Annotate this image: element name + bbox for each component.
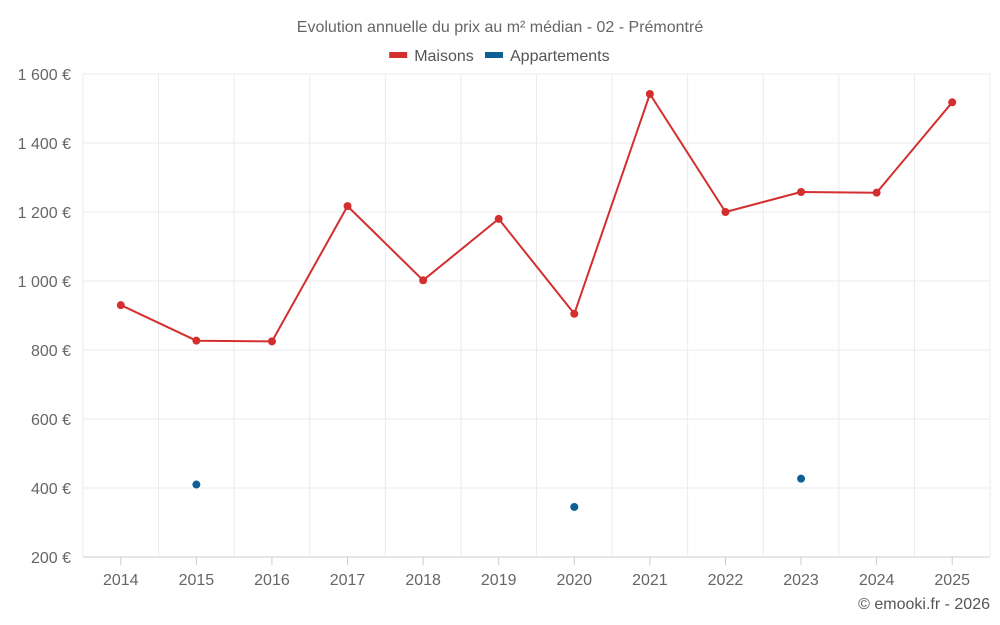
- data-point[interactable]: [494, 214, 503, 223]
- x-tick-label: 2015: [179, 572, 215, 589]
- y-tick-label: 1 200 €: [18, 205, 71, 222]
- x-tick-label: 2018: [405, 572, 441, 589]
- credit-text: © emooki.fr - 2026: [858, 596, 990, 613]
- x-tick-label: 2020: [556, 572, 592, 589]
- legend-swatch: [485, 52, 503, 58]
- data-point[interactable]: [343, 202, 352, 211]
- y-tick-label: 1 400 €: [18, 136, 71, 153]
- x-tick-label: 2021: [632, 572, 668, 589]
- x-axis: 2014 2015 2016 2017 2018 2019 2020 2021 2022 2023…: [103, 557, 970, 589]
- x-tick-label: 2014: [103, 572, 139, 589]
- legend: Maisons Appartements: [389, 48, 610, 65]
- y-axis: 200 € 400 € 600 € 800 € 1 000 € 1 200 € 1 400 …: [18, 67, 71, 567]
- data-point[interactable]: [192, 336, 201, 345]
- data-point[interactable]: [192, 480, 201, 489]
- y-tick-label: 1 000 €: [18, 274, 71, 291]
- data-point[interactable]: [419, 276, 428, 285]
- x-tick-label: 2025: [934, 572, 970, 589]
- x-tick-label: 2017: [330, 572, 366, 589]
- legend-item-appartements[interactable]: Appartements: [485, 48, 610, 65]
- data-point[interactable]: [116, 301, 125, 310]
- x-tick-label: 2022: [708, 572, 744, 589]
- data-point[interactable]: [797, 187, 806, 196]
- data-point[interactable]: [645, 90, 654, 99]
- data-point[interactable]: [721, 208, 730, 216]
- y-tick-label: 400 €: [31, 481, 71, 498]
- data-point[interactable]: [948, 98, 957, 107]
- legend-swatch: [389, 52, 408, 58]
- legend-label: Maisons: [414, 48, 474, 65]
- y-tick-label: 800 €: [31, 343, 71, 360]
- data-point[interactable]: [267, 337, 276, 346]
- legend-item-maisons[interactable]: Maisons: [389, 48, 474, 65]
- series-maisons: [116, 90, 957, 346]
- legend-label: Appartements: [510, 48, 610, 65]
- chart-title: Evolution annuelle du prix au m² médian …: [297, 19, 704, 36]
- data-point[interactable]: [797, 474, 806, 483]
- series-line: [120, 93, 953, 343]
- data-point[interactable]: [872, 188, 881, 197]
- data-point[interactable]: [570, 309, 579, 318]
- y-tick-label: 600 €: [31, 412, 71, 429]
- x-tick-label: 2019: [481, 572, 517, 589]
- data-point[interactable]: [570, 502, 579, 511]
- gridlines: [82, 73, 991, 558]
- x-tick-label: 2023: [783, 572, 819, 589]
- x-tick-label: 2024: [859, 572, 895, 589]
- series-layer: [116, 90, 957, 511]
- y-tick-label: 200 €: [31, 550, 71, 567]
- y-tick-label: 1 600 €: [18, 67, 71, 84]
- x-tick-label: 2016: [254, 572, 290, 589]
- series-appartements: [192, 474, 806, 511]
